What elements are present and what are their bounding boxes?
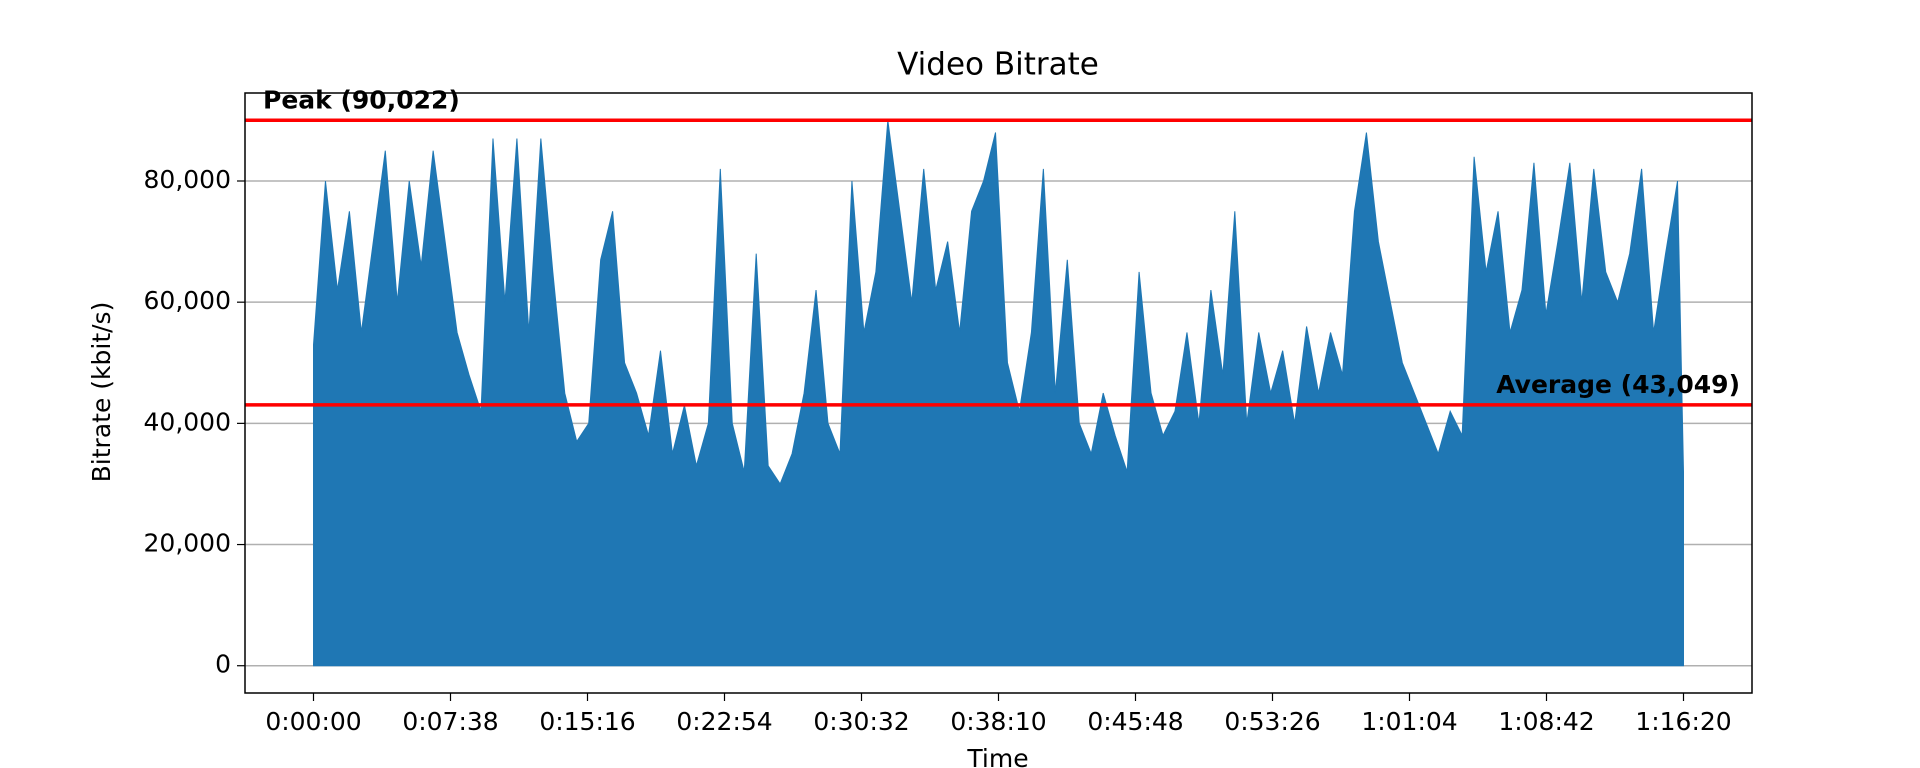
y-tick-label: 20,000 bbox=[144, 529, 231, 558]
x-tick-label: 0:30:32 bbox=[813, 707, 909, 736]
bitrate-area bbox=[313, 120, 1684, 667]
y-tick-label: 0 bbox=[215, 650, 231, 679]
x-tick-label: 0:53:26 bbox=[1224, 707, 1320, 736]
plot-frame bbox=[244, 92, 1753, 694]
reference-label: Average (43,049) bbox=[1496, 370, 1740, 399]
x-tick-label: 0:38:10 bbox=[950, 707, 1046, 736]
x-tick-label: 1:01:04 bbox=[1361, 707, 1457, 736]
x-tick-label: 0:15:16 bbox=[539, 707, 635, 736]
x-tick-label: 0:07:38 bbox=[402, 707, 498, 736]
x-tick-label: 0:45:48 bbox=[1087, 707, 1183, 736]
x-tick-label: 0:22:54 bbox=[676, 707, 772, 736]
y-tick-label: 40,000 bbox=[144, 407, 231, 436]
x-tick-label: 0:00:00 bbox=[265, 707, 361, 736]
x-axis-label: Time bbox=[966, 744, 1028, 768]
y-tick-label: 80,000 bbox=[144, 165, 231, 194]
x-tick-label: 1:08:42 bbox=[1498, 707, 1594, 736]
chart-title: Video Bitrate bbox=[897, 47, 1099, 83]
y-axis-label: Bitrate (kbit/s) bbox=[87, 302, 116, 483]
y-tick-label: 60,000 bbox=[144, 286, 231, 315]
reference-label: Peak (90,022) bbox=[263, 85, 460, 114]
x-tick-label: 1:16:20 bbox=[1635, 707, 1731, 736]
